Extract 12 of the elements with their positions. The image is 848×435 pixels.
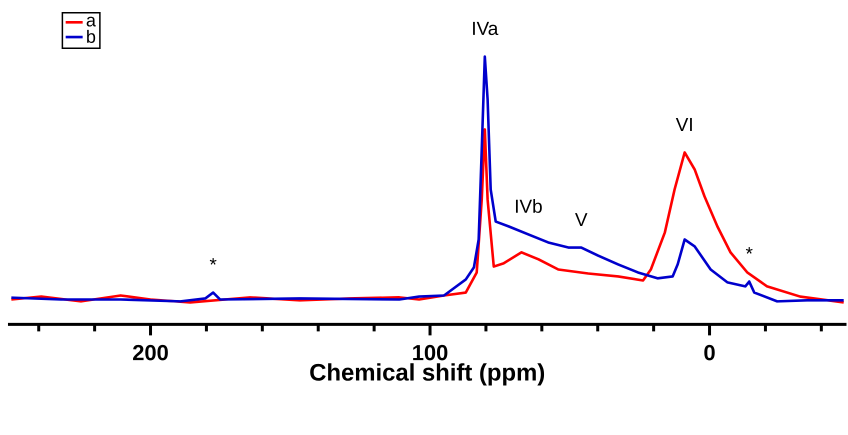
annotation: * [746,246,753,254]
annotation: V [575,212,588,226]
annotation: IVb [516,198,542,213]
annotation: * [210,258,217,265]
x-tick-label: 0 [704,344,715,360]
x-tick-label: 200 [133,344,168,360]
annotation: IVa [473,22,498,35]
annotation: VI [676,118,692,131]
legend-label: a [86,16,96,26]
x-tick-label: 100 [413,344,448,360]
legend-label: b [87,30,96,43]
x-axis-title: Chemical shift (ppm) [310,363,544,386]
